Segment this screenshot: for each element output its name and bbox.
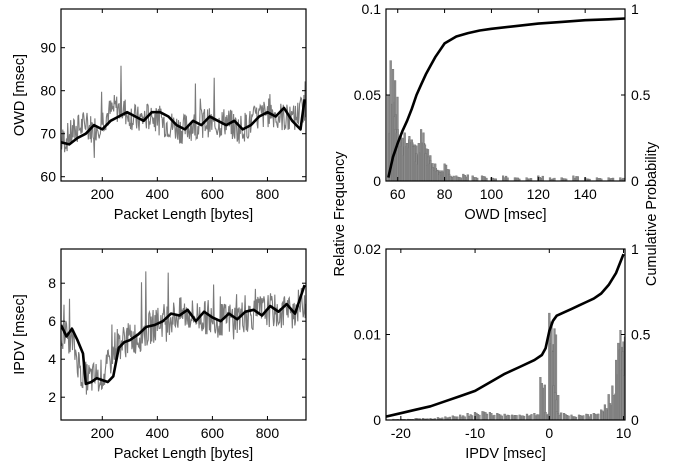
right-tick-label: 0.5 [631,87,651,103]
owd-distribution-plot-area [387,17,625,181]
x-tick-label: 120 [527,186,551,202]
histogram-bar [452,175,455,181]
owd-vs-length-mean-series [61,99,306,146]
x-tick-label: -20 [391,425,411,441]
owd-vs-length-frame [60,8,307,182]
histogram-bar [476,177,479,181]
histogram-bar [582,415,585,420]
histogram-bar [448,416,451,420]
right-tick-label: 1 [631,241,639,257]
histogram-bar [567,415,570,420]
histogram-bar [530,414,533,420]
y-tick-label: 0 [373,412,381,428]
histogram-bar [597,413,600,420]
x-tick-label: -10 [465,425,485,441]
ipdv-distribution-cdf-series [386,253,625,418]
ipdv-vs-length-plot-area [61,271,306,395]
owd-vs-length-raw-series [61,65,306,158]
histogram-bar [626,360,628,420]
x-tick-label: 80 [437,186,453,202]
ipdv-vs-length-mean-series [61,284,306,386]
x-tick-label: 0 [545,425,553,441]
x-tick-label: 800 [256,425,280,441]
histogram-bar [500,415,503,420]
histogram-bar [485,177,488,181]
y-tick-label: 60 [40,169,56,185]
ipdv-vs-length-panel: 200 400 600 800 2 4 6 8 Packet Length [bytes] IPD… [12,248,307,462]
shared-left-axis-label: Relative Frequency [332,151,348,277]
histogram-bar [493,414,496,420]
x-tick-label: 140 [573,186,597,202]
histogram-bar [419,418,422,420]
ipdv-vs-length-frame [60,248,307,421]
histogram-bar [588,178,591,181]
histogram-bar [560,412,563,420]
owd-distribution-cdf-series [387,17,625,178]
histogram-bar [612,177,615,181]
shared-right-axis-label: Cumulative Probability [644,141,660,286]
x-tick-label: 10 [616,425,632,441]
x-tick-label: 600 [201,186,225,202]
y-axis-label: OWD [msec] [12,54,28,136]
x-tick-label: 400 [146,186,170,202]
right-tick-label: 0 [631,412,639,428]
y-tick-label: 0.02 [354,241,381,257]
histogram-bar [515,415,518,420]
x-tick-label: 200 [91,425,115,441]
histogram-bar [506,177,509,181]
x-axis-label: Packet Length [bytes] [114,446,253,462]
x-tick-label: 60 [390,186,406,202]
x-axis-label: Packet Length [bytes] [114,207,253,223]
histogram-bar [523,415,526,420]
histogram-bar [589,414,592,420]
ipdv-distribution-frame [385,248,626,421]
y-axis-label: IPDV [msec] [12,294,28,375]
ipdv-distribution-plot-area [386,253,628,420]
x-axis-label: IPDV [msec] [465,446,546,462]
x-tick-label: 100 [480,186,504,202]
y-tick-label: 6 [48,313,56,329]
ipdv-vs-length-raw-series [61,271,306,395]
y-tick-label: 80 [40,83,56,99]
histogram-bar [459,177,462,181]
histogram-bar [466,174,469,181]
histogram-bar [471,415,474,420]
histogram-bar [574,416,578,420]
histogram-bar [530,178,533,181]
histogram-bar [553,177,556,181]
y-tick-label: 0.05 [354,87,381,103]
owd-vs-length-panel: 200 400 600 800 60 70 80 90 Packet Length [bytes… [12,8,307,223]
right-tick-label: 0 [631,173,639,189]
y-tick-label: 4 [48,351,56,367]
y-tick-label: 2 [48,389,56,405]
histogram-bar [576,176,579,181]
histogram-bar [433,418,437,420]
y-tick-label: 90 [40,40,56,56]
histogram-bar [508,415,511,420]
x-tick-label: 600 [201,425,225,441]
histogram-bar [426,418,429,420]
histogram-bar [478,414,481,420]
histogram-bar [600,178,603,181]
x-tick-label: 400 [146,425,170,441]
right-tick-label: 1 [631,1,639,17]
histogram-bar [541,175,544,181]
histogram-bar [485,413,489,420]
y-tick-label: 0.01 [354,327,381,343]
y-tick-label: 0 [373,173,381,189]
y-tick-label: 0.1 [362,1,382,17]
x-axis-label: OWD [msec] [464,207,546,223]
x-tick-label: 800 [256,186,280,202]
y-tick-label: 8 [48,275,56,291]
histogram-bar [557,395,560,420]
owd-vs-length-plot-area [61,65,306,158]
owd-distribution-panel: 0 0.5 1 60 80 100 120 140 0 0.05 0.1 OWD [msec] [354,1,651,223]
y-tick-label: 70 [40,126,56,142]
right-tick-label: 0.5 [631,327,651,343]
x-tick-label: 200 [91,186,115,202]
